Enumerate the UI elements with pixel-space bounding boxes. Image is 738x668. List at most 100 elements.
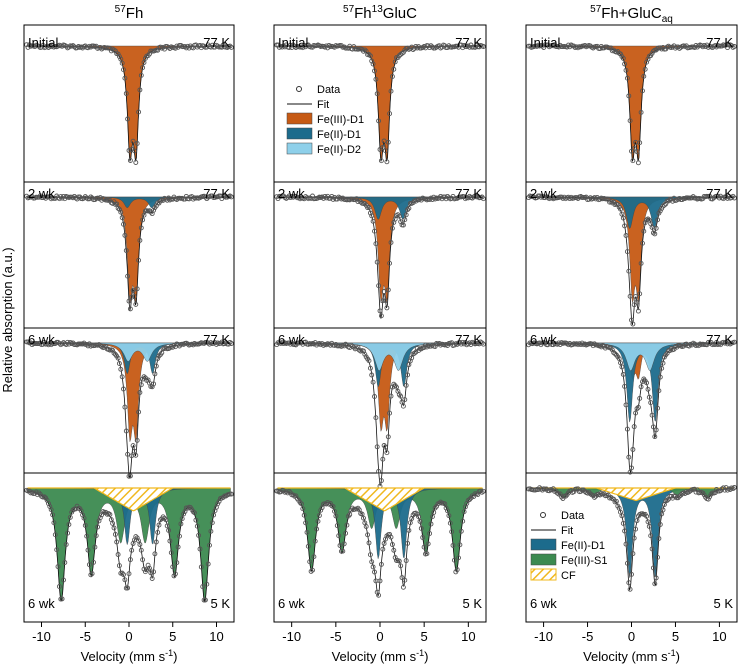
data-point — [167, 345, 173, 351]
data-point — [228, 491, 234, 497]
data-point — [421, 544, 427, 550]
data-point — [627, 118, 633, 124]
data-point — [402, 397, 408, 403]
data-point — [458, 42, 464, 48]
data-point — [657, 374, 663, 380]
data-point — [645, 56, 651, 62]
data-point — [366, 52, 372, 57]
component-fe2_d1 — [529, 196, 734, 229]
data-point — [343, 530, 349, 536]
temperature-label: 77 K — [455, 332, 482, 347]
data-point — [627, 586, 633, 592]
data-point — [645, 386, 651, 392]
data-point — [370, 379, 376, 385]
data-point — [301, 512, 307, 518]
data-point — [318, 507, 324, 513]
legend-label: Fe(III)-D1 — [317, 114, 364, 126]
data-point — [645, 216, 651, 222]
data-point — [631, 302, 637, 308]
data-point — [447, 520, 453, 526]
data-point — [644, 513, 650, 519]
data-point — [406, 205, 412, 211]
data-point — [304, 529, 310, 535]
data-point — [659, 365, 665, 371]
data-point — [635, 308, 641, 314]
data-point — [479, 340, 485, 346]
data-point — [384, 450, 390, 456]
data-point — [149, 576, 155, 581]
data-point — [451, 342, 457, 348]
data-point — [403, 212, 409, 218]
data-point — [325, 45, 331, 51]
data-point — [132, 294, 137, 300]
data-points — [274, 42, 486, 165]
data-point — [198, 564, 204, 570]
data-point — [571, 489, 577, 495]
data-point — [310, 193, 315, 199]
data-point — [428, 43, 434, 49]
data-point — [208, 528, 214, 534]
legend-label: Fe(II)-D1 — [317, 129, 361, 141]
data-point — [337, 543, 343, 548]
data-point — [127, 557, 133, 563]
data-point — [36, 490, 42, 496]
data-point — [151, 207, 157, 213]
data-point — [627, 293, 633, 299]
title-main: Fh+GluC — [601, 5, 662, 22]
data-point — [616, 356, 622, 362]
data-point — [370, 61, 376, 67]
data-point — [592, 494, 597, 500]
x-tick-label: 5 — [169, 629, 176, 644]
spectrum-label: 2 wk — [278, 186, 305, 201]
data-point — [615, 202, 621, 208]
data-point — [648, 400, 654, 406]
data-point — [178, 521, 184, 527]
data-point — [65, 530, 71, 536]
data-point — [657, 208, 663, 214]
data-point — [130, 443, 136, 449]
data-point — [123, 428, 129, 434]
data-point — [286, 340, 292, 346]
data-point — [387, 111, 393, 117]
data-point — [141, 212, 147, 218]
data-point — [123, 248, 129, 253]
data-point — [372, 394, 377, 399]
legend-label: Data — [317, 84, 341, 96]
data-point — [405, 207, 411, 213]
data-point — [434, 503, 439, 509]
data-point — [622, 61, 628, 67]
data-point — [635, 404, 641, 410]
data-point — [620, 55, 626, 61]
data-point — [384, 159, 390, 165]
data-point — [227, 43, 233, 49]
data-point — [148, 570, 154, 576]
data-point — [385, 287, 391, 293]
data-point — [661, 202, 667, 208]
data-point — [416, 514, 422, 520]
data-point — [95, 524, 101, 530]
data-point — [471, 494, 477, 499]
data-point — [182, 44, 188, 50]
data-point — [78, 508, 84, 514]
data-point — [107, 197, 113, 203]
x-axis-label-superscript: -1 — [668, 648, 676, 658]
temperature-label: 77 K — [455, 186, 482, 201]
data-point — [61, 577, 66, 583]
data-point — [315, 518, 321, 524]
data-point — [428, 521, 434, 527]
data-point — [279, 339, 285, 345]
data-point — [41, 494, 47, 500]
data-point — [81, 340, 87, 346]
data-point — [631, 535, 637, 541]
data-point — [144, 567, 150, 573]
data-point — [725, 487, 730, 493]
data-point — [660, 360, 666, 366]
data-point — [646, 394, 652, 400]
data-point — [228, 194, 234, 200]
data-point — [55, 564, 61, 570]
data-point — [451, 557, 457, 563]
data-point — [374, 444, 380, 450]
data-point — [618, 206, 623, 212]
data-point — [204, 581, 210, 587]
data-point — [122, 75, 128, 81]
